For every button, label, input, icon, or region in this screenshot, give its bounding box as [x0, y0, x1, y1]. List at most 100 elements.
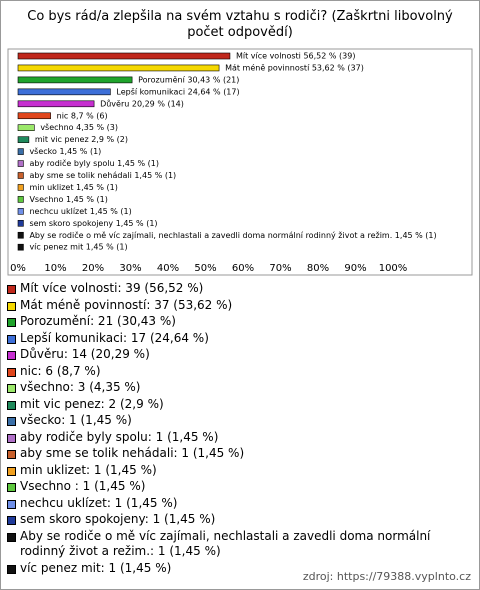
- legend-label: Mít více volnosti: 39 (56,52 %): [20, 281, 204, 295]
- bar-label: všechno 4,35 % (3): [40, 122, 118, 132]
- bar-label: aby sme se tolik nehádali 1,45 % (1): [29, 171, 176, 180]
- bar: [17, 160, 24, 167]
- legend-label: min uklizet: 1 (1,45 %): [20, 462, 157, 477]
- bar-label: Vsechno 1,45 % (1): [29, 195, 107, 204]
- x-tick-label: 0%: [10, 263, 26, 274]
- source: zdroj: https://79388.vyplnto.cz: [302, 570, 471, 583]
- legend-swatch: [7, 285, 16, 294]
- legend-item: mit vic penez: 2 (2,9 %): [7, 397, 471, 413]
- legend-swatch: [7, 483, 16, 492]
- x-tick-label: 70%: [269, 263, 291, 274]
- legend-swatch: [7, 499, 16, 509]
- bar: [17, 124, 35, 131]
- bar: [17, 196, 24, 203]
- chart-title: Co bys rád/a zlepšila na svém vztahu s r…: [27, 9, 453, 40]
- legend-item: všechno: 3 (4,35 %): [7, 380, 471, 396]
- legend-swatch: [7, 318, 16, 327]
- legend-item: Důvěru: 14 (20,29 %): [7, 347, 471, 363]
- legend-item: aby rodiče byly spolu: 1 (1,45 %): [7, 430, 471, 446]
- legend-item: nic: 6 (8,7 %): [7, 364, 471, 380]
- legend-label: všecko: 1 (1,45 %): [20, 413, 132, 427]
- bar: [17, 231, 24, 239]
- legend-swatch: [7, 532, 16, 542]
- x-tick-label: 20%: [82, 263, 104, 274]
- bar-label: min uklizet 1,45 % (1): [29, 183, 117, 192]
- legend-swatch: [7, 301, 16, 311]
- x-tick-label: 90%: [344, 263, 366, 274]
- legend-label: nic: 6 (8,7 %): [20, 363, 101, 378]
- legend-label: všechno: 3 (4,35 %): [20, 380, 141, 394]
- bar: [17, 136, 30, 143]
- bar: [17, 208, 24, 215]
- bar: [17, 76, 133, 84]
- legend-item: min uklizet: 1 (1,45 %): [7, 463, 471, 479]
- bar-label: Mát méně povinností 53,62 % (37): [225, 62, 364, 72]
- bar-label: Lepší komunikaci 24,64 % (17): [116, 86, 239, 96]
- bar-label: Porozumění 30,43 % (21): [138, 75, 239, 84]
- bar: [17, 184, 24, 191]
- legend-label: Aby se rodiče o mě víc zajímali, nechlas…: [20, 528, 431, 559]
- legend-swatch: [7, 334, 16, 344]
- bar-label: mit vic penez 2,9 % (2): [35, 135, 128, 144]
- bar: [17, 112, 51, 120]
- legend-swatch: [7, 564, 16, 574]
- bar-label: všecko 1,45 % (1): [29, 146, 101, 156]
- legend-item: víc penez mit: 1 (1,45 %): [7, 561, 471, 577]
- legend-label: víc penez mit: 1 (1,45 %): [20, 560, 172, 575]
- bar-label: víc penez mit 1,45 % (1): [29, 243, 127, 252]
- chart-frame: [7, 48, 473, 276]
- legend-item: Vsechno : 1 (1,45 %): [7, 479, 471, 495]
- legend-label: mit vic penez: 2 (2,9 %): [20, 396, 164, 411]
- legend-label: Mát méně povinností: 37 (53,62 %): [20, 297, 233, 312]
- legend-label: sem skoro spokojeny: 1 (1,45 %): [20, 512, 216, 526]
- x-tick-label: 40%: [157, 263, 179, 274]
- bar: [17, 148, 24, 155]
- legend-swatch: [7, 417, 16, 426]
- bar-label: sem skoro spokojeny 1,45 % (1): [29, 219, 157, 228]
- legend: Mít více volnosti: 39 (56,52 %) Mát méně …: [7, 281, 471, 577]
- bar: [17, 220, 24, 227]
- legend-swatch: [7, 466, 16, 476]
- legend-item: Mít více volnosti: 39 (56,52 %): [7, 281, 471, 297]
- bar: [17, 88, 111, 96]
- bar-label: Důvěru 20,29 % (14): [100, 98, 184, 108]
- bar: [17, 100, 95, 108]
- bar-label: aby rodiče byly spolu 1,45 % (1): [29, 158, 159, 168]
- bar-label: nic 8,7 % (6): [57, 111, 108, 120]
- legend-label: aby rodiče byly spolu: 1 (1,45 %): [20, 429, 219, 444]
- legend-swatch: [7, 400, 16, 410]
- legend-label: aby sme se tolik nehádali: 1 (1,45 %): [20, 446, 245, 460]
- bar: [17, 52, 231, 60]
- legend-item: Porozumění: 21 (30,43 %): [7, 314, 471, 330]
- bar-label: nechcu uklízet 1,45 % (1): [29, 207, 131, 216]
- legend-swatch: [7, 351, 16, 360]
- legend-label: nechcu uklízet: 1 (1,45 %): [20, 495, 178, 510]
- legend-item: aby sme se tolik nehádali: 1 (1,45 %): [7, 446, 471, 462]
- legend-swatch: [7, 450, 16, 459]
- x-tick-label: 80%: [307, 263, 329, 274]
- legend-item: sem skoro spokojeny: 1 (1,45 %): [7, 512, 471, 528]
- legend-item: všecko: 1 (1,45 %): [7, 413, 471, 429]
- chart: 0% 10% 20% 30% 40% 50% 60% 70% 80% 90% 100% Mít víc…: [7, 48, 473, 276]
- x-tick-label: 30%: [119, 263, 141, 274]
- legend-label: Důvěru: 14 (20,29 %): [20, 347, 150, 361]
- legend-swatch: [7, 384, 16, 393]
- legend-label: Vsechno : 1 (1,45 %): [20, 479, 146, 493]
- bar: [17, 172, 24, 179]
- x-tick-label: 10%: [44, 263, 66, 274]
- bar-label: Aby se rodiče o mě víc zajímali, nechlas…: [29, 230, 436, 240]
- legend-swatch: [7, 516, 16, 525]
- x-tick-label: 100%: [379, 263, 408, 274]
- legend-swatch: [7, 367, 16, 377]
- bar: [17, 243, 24, 251]
- legend-item: Lepší komunikaci: 17 (24,64 %): [7, 331, 471, 347]
- legend-item: Mát méně povinností: 37 (53,62 %): [7, 298, 471, 314]
- legend-item: nechcu uklízet: 1 (1,45 %): [7, 496, 471, 512]
- bar-label: Mít více volnosti 56,52 % (39): [236, 52, 356, 61]
- bar: [17, 64, 220, 72]
- x-tick-label: 60%: [232, 263, 254, 274]
- x-tick-label: 50%: [194, 263, 216, 274]
- legend-item: Aby se rodiče o mě víc zajímali, nechlas…: [7, 529, 471, 560]
- legend-label: Lepší komunikaci: 17 (24,64 %): [20, 330, 209, 345]
